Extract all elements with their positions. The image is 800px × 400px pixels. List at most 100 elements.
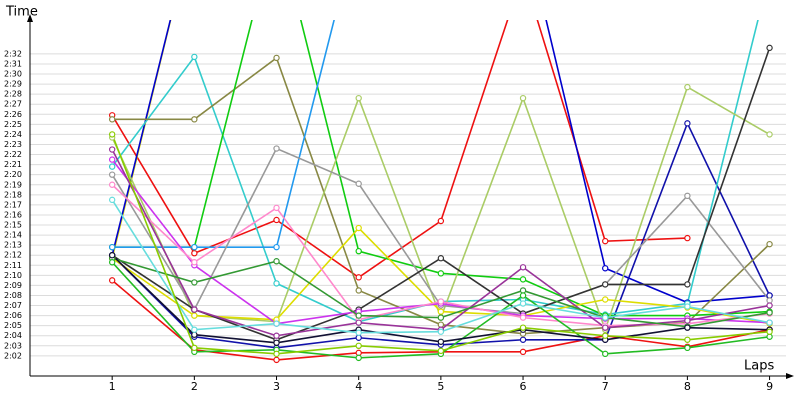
- y-tick-label: 2:23: [4, 140, 22, 149]
- data-point: [355, 334, 362, 341]
- x-tick-label: 6: [520, 380, 527, 393]
- y-tick-label: 2:07: [4, 301, 22, 310]
- y-tick-label: 2:24: [4, 130, 22, 139]
- data-point: [108, 116, 116, 123]
- y-tick-label: 2:17: [4, 200, 22, 209]
- y-tick-label: 2:09: [4, 281, 22, 290]
- data-point: [519, 287, 527, 294]
- y-tick-label: 2:06: [4, 311, 22, 320]
- data-point: [684, 83, 691, 91]
- data-point: [684, 281, 691, 288]
- data-point: [519, 292, 527, 299]
- x-tick-label: 4: [355, 380, 362, 393]
- series-line: [112, 56, 771, 335]
- data-point: [273, 145, 280, 152]
- x-tick-label: 5: [437, 380, 444, 393]
- data-point: [602, 314, 609, 321]
- data-point: [437, 298, 445, 305]
- data-point: [191, 331, 198, 338]
- y-tick-label: 2:30: [4, 70, 22, 79]
- data-point: [766, 328, 773, 335]
- data-point: [437, 347, 445, 355]
- data-point: [437, 338, 445, 345]
- series-line: [545, 20, 770, 304]
- data-point: [684, 234, 691, 242]
- data-point: [684, 344, 691, 352]
- data-point: [191, 279, 198, 286]
- data-point: [273, 320, 280, 327]
- data-point: [355, 312, 362, 319]
- data-point: [355, 342, 362, 350]
- x-axis-arrow: [786, 373, 794, 379]
- data-point: [191, 306, 198, 313]
- y-axis-title: Time: [5, 5, 38, 20]
- data-point: [519, 348, 527, 356]
- y-tick-label: 2:15: [4, 221, 22, 230]
- data-point: [355, 94, 362, 102]
- data-point: [273, 216, 280, 224]
- data-point: [602, 332, 609, 339]
- x-tick-label: 9: [766, 380, 773, 393]
- data-point: [191, 53, 198, 61]
- x-axis-title: Laps: [744, 359, 774, 374]
- data-point: [602, 237, 609, 245]
- data-point: [355, 349, 362, 357]
- y-tick-label: 2:21: [4, 160, 22, 169]
- data-point: [766, 297, 773, 304]
- data-point: [437, 308, 445, 315]
- data-point: [108, 277, 116, 284]
- data-point: [108, 146, 116, 153]
- data-point: [684, 192, 691, 200]
- y-tick-label: 2:02: [4, 351, 22, 360]
- data-point: [766, 333, 773, 340]
- data-point: [766, 319, 773, 326]
- data-point: [191, 243, 198, 251]
- data-point: [519, 336, 527, 343]
- data-point: [191, 249, 198, 257]
- data-point: [766, 44, 773, 52]
- data-point: [108, 196, 116, 204]
- data-point: [766, 302, 773, 309]
- data-point: [355, 319, 362, 326]
- data-point: [766, 309, 773, 316]
- data-point: [191, 312, 198, 319]
- y-tick-label: 2:11: [4, 261, 22, 270]
- y-tick-label: 2:12: [4, 251, 22, 260]
- data-point: [684, 336, 691, 343]
- y-tick-label: 2:13: [4, 241, 22, 250]
- data-point: [684, 303, 691, 310]
- data-point: [355, 274, 362, 281]
- data-point: [519, 264, 527, 271]
- data-point: [684, 317, 691, 324]
- data-point: [437, 270, 445, 277]
- y-tick-label: 2:10: [4, 271, 22, 280]
- data-point: [108, 243, 116, 251]
- series-line: [111, 147, 771, 315]
- data-point: [602, 296, 609, 303]
- data-point: [355, 329, 362, 336]
- y-tick-label: 2:18: [4, 190, 22, 199]
- data-point: [437, 217, 445, 225]
- data-point: [684, 120, 691, 127]
- y-tick-label: 2:32: [4, 49, 22, 58]
- data-point: [602, 350, 609, 358]
- data-point: [355, 180, 362, 187]
- data-point: [602, 324, 609, 331]
- data-point: [355, 247, 362, 255]
- data-point: [519, 300, 527, 307]
- data-point: [191, 344, 198, 352]
- data-point: [108, 181, 116, 188]
- y-tick-label: 2:25: [4, 120, 22, 129]
- data-point: [273, 350, 280, 358]
- data-point: [437, 321, 445, 328]
- data-point: [355, 287, 362, 294]
- data-point: [273, 54, 280, 62]
- data-point: [108, 131, 116, 138]
- x-tick-label: 3: [273, 380, 280, 393]
- data-point: [766, 292, 773, 299]
- data-point: [519, 276, 527, 283]
- data-point: [766, 240, 773, 248]
- data-point: [437, 328, 445, 335]
- data-point: [108, 156, 116, 163]
